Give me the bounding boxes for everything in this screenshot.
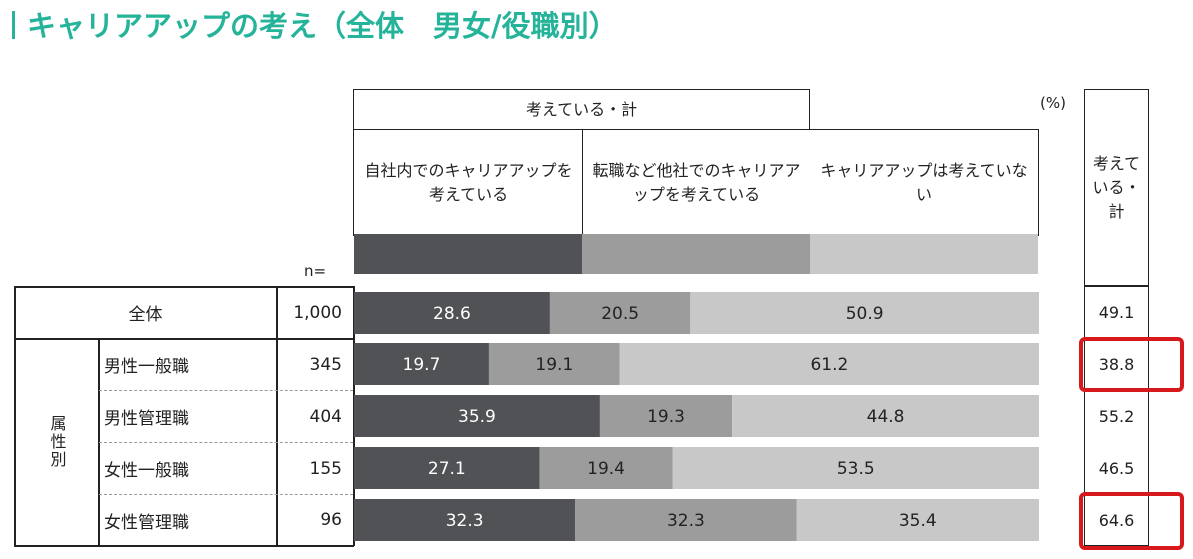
stacked-bar-chart: 28.6 20.5 50.9 19.7 19.1 61.2 35.9 19.3 44.8 27.1… bbox=[354, 292, 1039, 541]
bar-row3-series2 bbox=[672, 447, 1039, 489]
bar-row2-series2 bbox=[732, 395, 1039, 437]
header-group-label: 考えている・計 bbox=[353, 89, 810, 130]
bar-label-row1-series0: 19.7 bbox=[403, 355, 441, 375]
legend-swatch-0 bbox=[354, 234, 582, 274]
page-title: キャリアアップの考え（全体 男女/役職別） bbox=[12, 6, 618, 46]
highlight-box-1 bbox=[1079, 337, 1184, 392]
bar-label-row2-series0: 35.9 bbox=[458, 407, 496, 427]
bar-label-row4-series0: 32.3 bbox=[446, 511, 484, 531]
table-left-line bbox=[14, 286, 16, 546]
row-n-2: 404 bbox=[309, 406, 342, 427]
row-n-1: 345 bbox=[309, 354, 342, 375]
row-label-3: 女性一般職 bbox=[104, 461, 189, 481]
bar-row0-series0 bbox=[354, 292, 550, 334]
table-group-divider bbox=[98, 338, 100, 546]
row-label-total: 全体 bbox=[128, 305, 163, 325]
table-top-line bbox=[14, 286, 354, 288]
legend-swatch-2 bbox=[810, 234, 1038, 274]
bar-row0-series1 bbox=[549, 292, 691, 334]
table-row-divider-total bbox=[14, 338, 354, 340]
bar-label-row2-series2: 44.8 bbox=[867, 407, 905, 427]
chart-left-axis bbox=[353, 286, 355, 546]
row-n-4: 96 bbox=[320, 510, 342, 530]
row-label-4: 女性管理職 bbox=[104, 512, 189, 533]
bar-label-row0-series2: 50.9 bbox=[846, 304, 884, 324]
total-value-2: 55.2 bbox=[1098, 407, 1135, 426]
bar-label-row3-series2: 53.5 bbox=[837, 459, 875, 479]
unit-label: (%) bbox=[1040, 94, 1066, 112]
bar-row4-series0 bbox=[354, 499, 576, 541]
total-value-4: 64.6 bbox=[1098, 510, 1135, 530]
row-label-1: 男性一般職 bbox=[104, 357, 189, 377]
group-label-text: 属性別 bbox=[47, 415, 67, 469]
bar-label-row4-series2: 35.4 bbox=[899, 511, 937, 531]
total-value-3: 46.5 bbox=[1098, 459, 1135, 478]
bar-row2-series1 bbox=[599, 395, 733, 437]
highlight-box-4 bbox=[1079, 492, 1184, 550]
bar-row4-series2 bbox=[796, 499, 1039, 541]
row-divider-1 bbox=[99, 390, 353, 391]
bar-label-row3-series0: 27.1 bbox=[428, 459, 466, 479]
title-accent-bar bbox=[12, 11, 15, 39]
row-divider-2 bbox=[99, 442, 353, 443]
bar-label-row1-series1: 19.1 bbox=[535, 355, 573, 375]
bar-row1-series0 bbox=[354, 343, 489, 385]
bar-row2-series0 bbox=[354, 395, 600, 437]
table-label-divider bbox=[276, 286, 278, 546]
bar-row1-series1 bbox=[488, 343, 620, 385]
n-label: n= bbox=[304, 262, 327, 280]
table-bottom-line bbox=[14, 545, 354, 547]
title-text: キャリアアップの考え（全体 男女/役職別） bbox=[27, 9, 618, 43]
total-header: 考えている・計 bbox=[1084, 89, 1149, 286]
bar-row0-series2 bbox=[690, 292, 1039, 334]
bar-row1-series2 bbox=[619, 343, 1039, 385]
bar-label-row2-series1: 19.3 bbox=[647, 407, 685, 427]
bar-label-row1-series2: 61.2 bbox=[810, 355, 848, 375]
legend-label-2: キャリアアップは考えていない bbox=[810, 129, 1039, 236]
bar-row3-series1 bbox=[539, 447, 673, 489]
header-group-text: 考えている・計 bbox=[525, 99, 638, 119]
bar-label-row0-series0: 28.6 bbox=[433, 304, 471, 324]
legend-label-1: 転職など他社でのキャリアアップを考えている bbox=[582, 129, 811, 236]
legend-swatch-1 bbox=[582, 234, 810, 274]
group-label: 属性別 bbox=[15, 339, 98, 545]
bar-row3-series0 bbox=[354, 447, 540, 489]
bar-label-row0-series1: 20.5 bbox=[601, 304, 639, 324]
bar-row4-series1 bbox=[575, 499, 797, 541]
row-n-3: 155 bbox=[309, 458, 342, 479]
legend-label-0: 自社内でのキャリアアップを考えている bbox=[353, 129, 583, 236]
total-value-0: 49.1 bbox=[1098, 303, 1135, 322]
bar-label-row3-series1: 19.4 bbox=[587, 459, 625, 479]
total-column bbox=[1084, 286, 1149, 546]
row-label-2: 男性管理職 bbox=[104, 409, 189, 429]
total-value-1: 38.8 bbox=[1098, 355, 1135, 374]
row-divider-3 bbox=[99, 494, 353, 495]
bar-label-row4-series1: 32.3 bbox=[667, 511, 705, 531]
row-n-0: 1,000 bbox=[293, 302, 342, 323]
